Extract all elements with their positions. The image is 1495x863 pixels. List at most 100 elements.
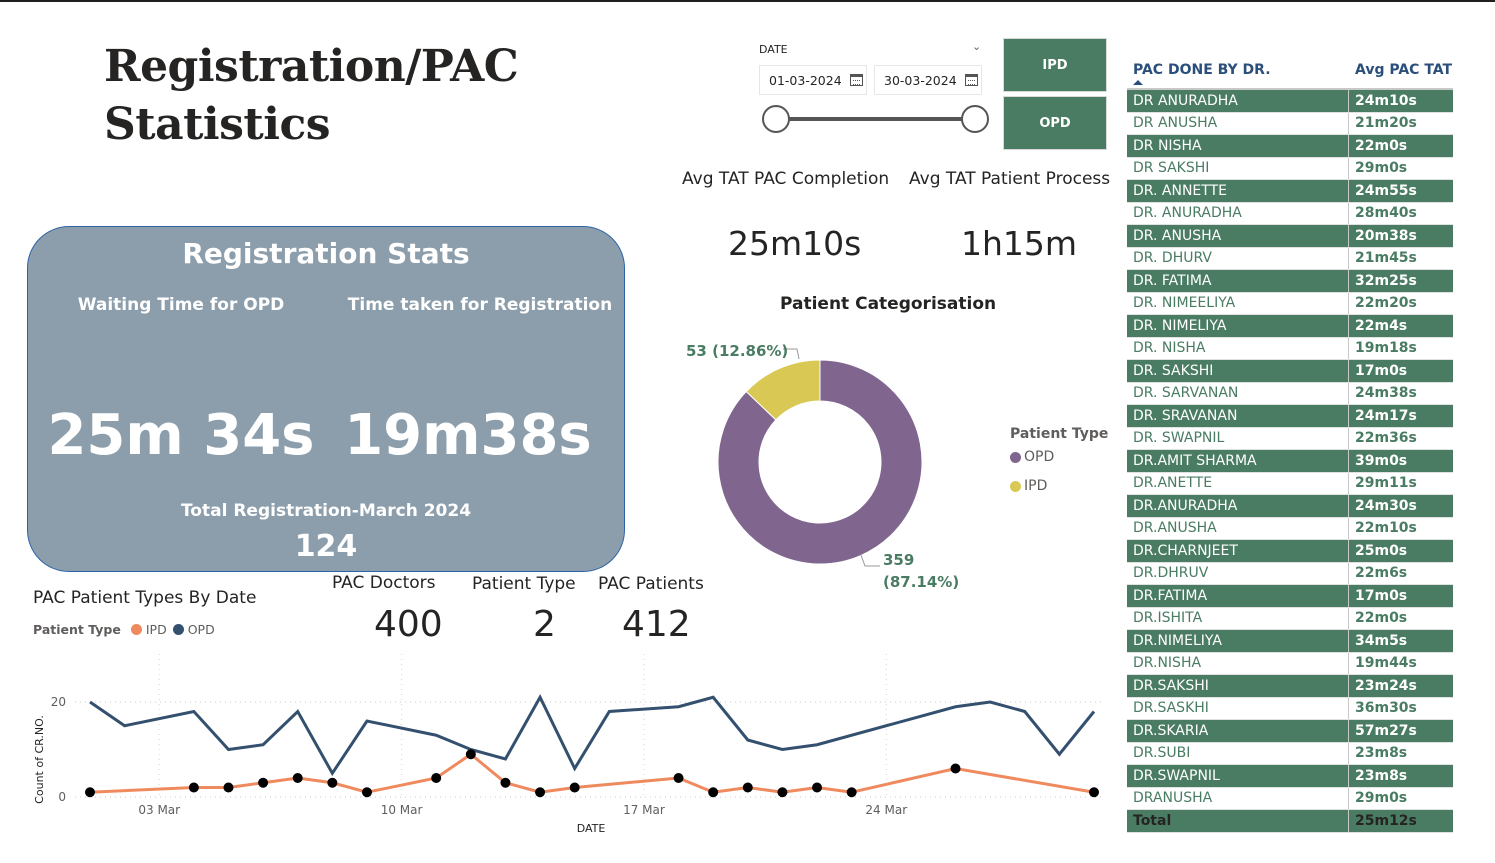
ipd-button[interactable]: IPD (1003, 38, 1107, 92)
table-row[interactable]: DR. ANNETTE 24m55s (1127, 180, 1453, 203)
data-point-ipd[interactable] (292, 773, 303, 783)
donut-slice-opd[interactable] (717, 359, 923, 565)
avg-pac-tat: 34m5s (1355, 632, 1408, 649)
table-row[interactable]: DR. NISHA 19m18s (1127, 337, 1453, 360)
calendar-icon[interactable] (849, 74, 863, 86)
date-slicer-label: DATE (759, 43, 788, 56)
data-point-ipd[interactable] (223, 782, 234, 793)
table-row[interactable]: DR. ANUSHA 20m38s (1127, 225, 1453, 248)
doctor-name: DR. NIMELIYA (1127, 315, 1349, 337)
table-row[interactable]: DR ANURADHA 24m10s (1127, 90, 1453, 113)
data-point-ipd[interactable] (258, 777, 269, 788)
end-date-value: 30-03-2024 (884, 72, 957, 88)
table-row[interactable]: DR. SARVANAN 24m38s (1127, 382, 1453, 405)
donut-legend-title: Patient Type (1010, 426, 1109, 442)
data-point-ipd[interactable] (1089, 787, 1099, 798)
doctor-name: DR.ANURADHA (1127, 495, 1349, 517)
table-row[interactable]: DR SAKSHI 29m0s (1127, 157, 1453, 180)
table-row[interactable]: DR. SRAVANAN 24m17s (1127, 405, 1453, 428)
table-row[interactable]: DR.NISHA 19m44s (1127, 652, 1453, 675)
avg-pac-tat: 23m8s (1355, 745, 1408, 762)
data-point-ipd[interactable] (673, 773, 684, 783)
series-line-ipd[interactable] (89, 752, 1095, 794)
opd-button[interactable]: OPD (1003, 96, 1107, 150)
table-row[interactable]: DR.ANETTE 29m11s (1127, 472, 1453, 495)
patient-process-value: 1h15m (961, 224, 1078, 263)
table-row[interactable]: DR. SWAPNIL 22m36s (1127, 427, 1453, 450)
data-point-ipd[interactable] (535, 787, 546, 798)
slider-start-handle[interactable] (762, 105, 790, 133)
doctor-name: DR.SAKSHI (1127, 675, 1349, 697)
date-range-slider-track[interactable] (776, 117, 974, 121)
start-date-input[interactable]: 01-03-2024 (759, 65, 867, 95)
pac-doctors-value: 400 (374, 604, 443, 645)
table-row[interactable]: DR.DHRUV 22m6s (1127, 562, 1453, 585)
data-point-ipd[interactable] (431, 773, 442, 783)
data-point-ipd[interactable] (465, 749, 476, 760)
table-row[interactable]: DR. NIMELIYA 22m4s (1127, 315, 1453, 338)
data-point-ipd[interactable] (569, 782, 580, 793)
avg-pac-tat: 22m6s (1355, 565, 1408, 582)
table-row[interactable]: DR. NIMEELIYA 22m20s (1127, 292, 1453, 315)
avg-pac-tat: 22m36s (1355, 430, 1417, 447)
table-row[interactable]: DR ANUSHA 21m20s (1127, 112, 1453, 135)
doctor-name: DR.SKARIA (1127, 720, 1349, 742)
table-row[interactable]: DR.NIMELIYA 34m5s (1127, 630, 1453, 653)
data-point-ipd[interactable] (777, 787, 788, 798)
table-row[interactable]: DR.SAKSHI 23m24s (1127, 675, 1453, 698)
chevron-down-icon[interactable]: ⌄ (972, 40, 982, 53)
donut-slice-ipd[interactable] (745, 359, 821, 421)
table-header: PAC DONE BY DR. Avg PAC TAT (1127, 58, 1453, 90)
table-row[interactable]: DR. DHURV 21m45s (1127, 247, 1453, 270)
data-point-ipd[interactable] (742, 782, 753, 793)
data-point-ipd[interactable] (327, 777, 338, 788)
table-row[interactable]: DR. FATIMA 32m25s (1127, 270, 1453, 293)
table-row[interactable]: DR.ISHITA 22m0s (1127, 607, 1453, 630)
data-point-ipd[interactable] (708, 787, 719, 798)
registration-stats-title: Registration Stats (182, 237, 470, 270)
table-row[interactable]: DRANUSHA 29m0s (1127, 787, 1453, 810)
avg-pac-tat: 57m27s (1355, 722, 1417, 739)
table-row[interactable]: DR.CHARNJEET 25m0s (1127, 540, 1453, 563)
legend-item-ipd[interactable]: IPD (1010, 478, 1047, 494)
avg-pac-tat: 22m0s (1355, 610, 1408, 627)
table-row[interactable]: DR.SWAPNIL 23m8s (1127, 765, 1453, 788)
pac-patient-types-line-chart: 0 20 03 Mar 10 Mar 17 Mar 24 Mar Count of CR.N… (33, 654, 1105, 835)
slider-end-handle[interactable] (961, 105, 989, 133)
data-point-ipd[interactable] (846, 787, 857, 798)
data-point-ipd[interactable] (85, 787, 95, 798)
table-row[interactable]: DR.ANUSHA 22m10s (1127, 517, 1453, 540)
pac-completion-value: 25m10s (728, 224, 862, 263)
calendar-icon[interactable] (964, 74, 978, 86)
opd-legend-dot (1010, 451, 1021, 463)
avg-pac-tat: 29m11s (1355, 475, 1417, 492)
table-row[interactable]: DR.SUBI 23m8s (1127, 742, 1453, 765)
legend-opd-series[interactable]: OPD (187, 622, 215, 637)
doctor-name: DR.FATIMA (1127, 585, 1349, 607)
table-row[interactable]: DR.AMIT SHARMA 39m0s (1127, 450, 1453, 473)
ipd-legend-dot (1010, 480, 1021, 492)
table-row[interactable]: DR. ANURADHA 28m40s (1127, 202, 1453, 225)
data-point-ipd[interactable] (500, 777, 511, 788)
table-row[interactable]: DR NISHA 22m0s (1127, 135, 1453, 158)
table-row[interactable]: DR.SASKHI 36m30s (1127, 697, 1453, 720)
table-row[interactable]: DR.SKARIA 57m27s (1127, 720, 1453, 743)
table-row[interactable]: DR. SAKSHI 17m0s (1127, 360, 1453, 383)
data-point-ipd[interactable] (361, 787, 372, 798)
legend-item-opd[interactable]: OPD (1010, 449, 1054, 465)
pac-completion-label: Avg TAT PAC Completion (682, 169, 890, 189)
series-line-opd[interactable] (89, 694, 1096, 777)
table-row[interactable]: DR.FATIMA 17m0s (1127, 585, 1453, 608)
doctor-name: DR. FATIMA (1127, 270, 1349, 292)
column-header-avg-tat[interactable]: Avg PAC TAT (1355, 62, 1453, 78)
end-date-input[interactable]: 30-03-2024 (874, 65, 982, 95)
column-header-doctor[interactable]: PAC DONE BY DR. (1133, 62, 1271, 78)
table-row[interactable]: DR.ANURADHA 24m30s (1127, 495, 1453, 518)
doctor-name: DR. ANURADHA (1127, 202, 1349, 224)
doctor-name: DR ANURADHA (1127, 90, 1349, 112)
data-point-ipd[interactable] (812, 782, 823, 793)
avg-pac-tat: 24m38s (1355, 385, 1417, 402)
legend-ipd-series[interactable]: IPD (145, 622, 167, 637)
data-point-ipd[interactable] (950, 763, 961, 774)
data-point-ipd[interactable] (188, 782, 199, 793)
